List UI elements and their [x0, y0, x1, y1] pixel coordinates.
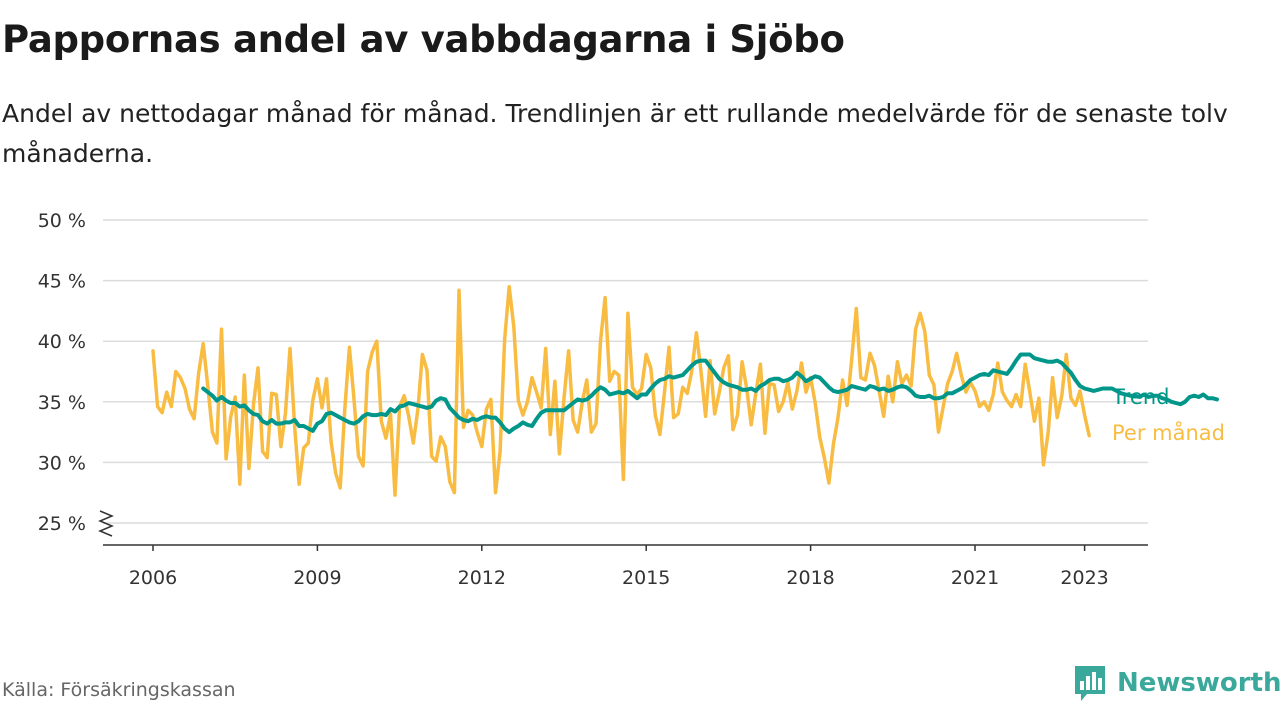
x-tick-label: 2018 [786, 567, 834, 589]
x-tick-label: 2006 [129, 567, 177, 589]
x-tick-label: 2021 [951, 567, 999, 589]
brand-logo[interactable]: Newsworthy [1073, 664, 1280, 702]
x-tick-label: 2023 [1060, 567, 1108, 589]
chart-title: Pappornas andel av vabbdagarna i Sjöbo [2, 18, 845, 61]
x-tick-label: 2009 [293, 567, 341, 589]
y-tick-label: 30 % [38, 452, 86, 474]
brand-name: Newsworthy [1117, 668, 1280, 698]
axis-break-icon [98, 510, 114, 537]
monthly-line [151, 284, 1091, 497]
trend-label: Trend [1111, 385, 1169, 409]
y-tick-label: 40 % [38, 331, 86, 353]
y-tick-label: 35 % [38, 392, 86, 414]
x-tick-label: 2015 [622, 567, 670, 589]
x-tick-label: 2012 [458, 567, 506, 589]
monthly-label: Per månad [1112, 420, 1225, 445]
trend-line [201, 352, 1219, 435]
newsworthy-logo-icon [1075, 666, 1105, 701]
y-tick-label: 25 % [38, 513, 86, 535]
y-tick-label: 50 % [38, 210, 86, 232]
y-tick-label: 45 % [38, 271, 86, 293]
chart-subtitle: Andel av nettodagar månad för månad. Tre… [2, 99, 1228, 168]
source-note: Källa: Försäkringskassan [2, 679, 236, 701]
line-chart: 25 % 30 % 35 % 40 % 45 % 50 % 2006 2009 2012 2015… [38, 210, 1225, 589]
